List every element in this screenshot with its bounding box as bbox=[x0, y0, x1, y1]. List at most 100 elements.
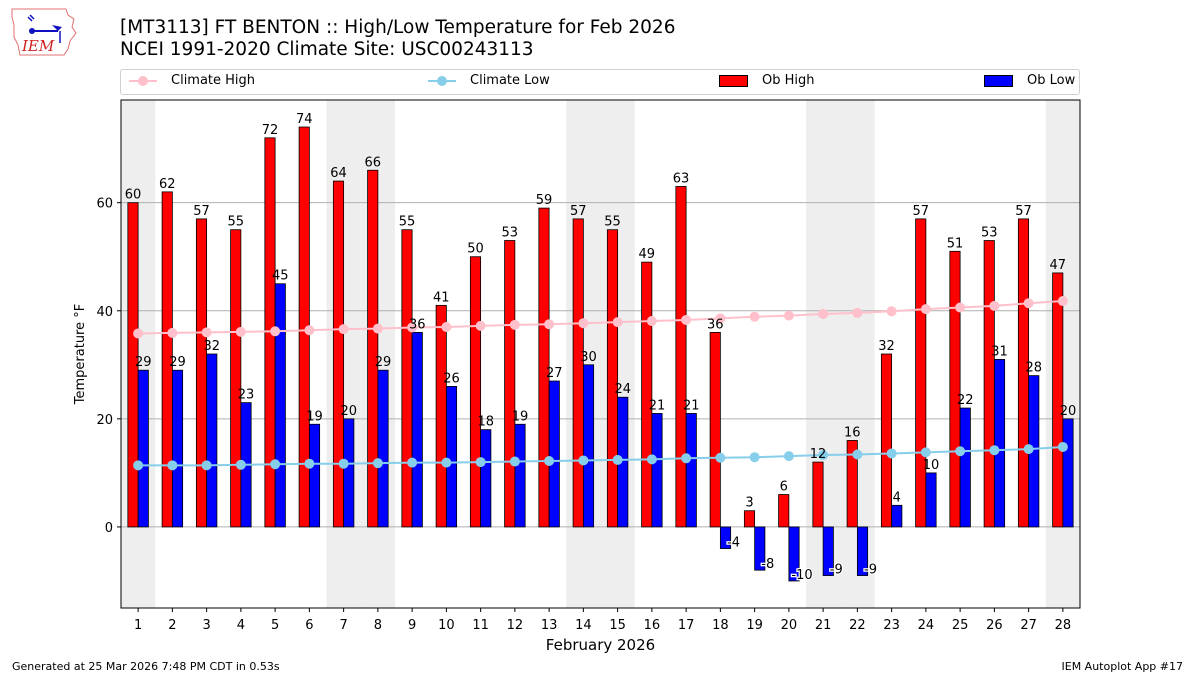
ob-low-label: 4 bbox=[893, 490, 901, 505]
ob-high-label: 55 bbox=[399, 215, 416, 230]
climate-low-point bbox=[338, 458, 349, 469]
ob-high-label: 57 bbox=[570, 204, 587, 219]
ob-low-bar bbox=[137, 369, 149, 528]
x-tick-label: 16 bbox=[644, 618, 661, 633]
ob-high-label: 6 bbox=[780, 480, 788, 495]
climate-high-point bbox=[749, 311, 760, 322]
ob-high-label: 57 bbox=[1015, 204, 1032, 219]
climate-high-point bbox=[818, 309, 829, 320]
climate-low-point bbox=[304, 458, 315, 469]
ob-low-label: 29 bbox=[169, 355, 186, 370]
ob-low-bar bbox=[685, 413, 697, 528]
climate-low-point bbox=[646, 454, 657, 465]
climate-high-point bbox=[646, 316, 657, 327]
climate-low-point bbox=[372, 458, 383, 469]
ob-high-bar bbox=[230, 229, 242, 528]
ob-high-label: 53 bbox=[501, 226, 518, 241]
x-tick-label: 8 bbox=[374, 618, 382, 633]
x-tick-label: 27 bbox=[1020, 618, 1037, 633]
ob-low-bar bbox=[891, 504, 903, 528]
x-tick-label: 28 bbox=[1055, 618, 1072, 633]
ob-low-label: 29 bbox=[375, 355, 392, 370]
ob-high-bar bbox=[743, 510, 756, 528]
ob-high-bar bbox=[1052, 272, 1064, 528]
climate-low-point bbox=[783, 451, 794, 462]
climate-high-point bbox=[989, 300, 1000, 311]
x-tick-label: 5 bbox=[271, 618, 279, 633]
climate-low-line-icon bbox=[428, 75, 456, 86]
ob-low-bar bbox=[445, 386, 458, 528]
ob-low-bar bbox=[206, 353, 218, 528]
y-tick-label: 60 bbox=[96, 197, 113, 212]
ob-high-bar bbox=[367, 169, 379, 528]
ob-low-label: 30 bbox=[580, 350, 597, 365]
ob-high-bar bbox=[469, 256, 482, 528]
climate-high-point bbox=[715, 313, 726, 324]
legend-item-climate-high: Climate High bbox=[129, 73, 255, 88]
ob-high-label: 41 bbox=[433, 290, 450, 305]
ob-high-bar bbox=[846, 440, 858, 528]
ob-low-label: 45 bbox=[272, 269, 289, 284]
ob-high-label: 57 bbox=[912, 204, 929, 219]
climate-high-point bbox=[167, 327, 178, 338]
ob-high-label: 60 bbox=[125, 188, 142, 203]
y-tick-label: 0 bbox=[105, 521, 113, 536]
plot-frame bbox=[120, 99, 1081, 609]
ob-high-label: 64 bbox=[330, 166, 347, 181]
ob-high-label: 50 bbox=[467, 242, 484, 257]
climate-high-point bbox=[133, 328, 144, 339]
climate-low-point bbox=[270, 459, 281, 470]
ob-high-label: 62 bbox=[159, 177, 176, 192]
ob-high-bar bbox=[675, 186, 687, 528]
ob-high-label: 51 bbox=[947, 236, 964, 251]
x-axis-label: February 2026 bbox=[546, 636, 655, 654]
ob-low-bar bbox=[959, 407, 971, 528]
ob-low-label: 31 bbox=[991, 344, 1008, 359]
x-tick-label: 23 bbox=[883, 618, 900, 633]
x-tick-label: 21 bbox=[815, 618, 832, 633]
ob-high-label: 32 bbox=[878, 339, 895, 354]
climate-high-point bbox=[475, 320, 486, 331]
ob-low-label: 20 bbox=[1060, 404, 1077, 419]
ob-low-bar bbox=[480, 429, 492, 528]
ob-low-label: -9 bbox=[864, 563, 877, 578]
climate-high-point bbox=[544, 319, 555, 330]
ob-low-label: 21 bbox=[683, 398, 700, 413]
climate-low-point bbox=[544, 456, 555, 467]
x-tick-label: 20 bbox=[781, 618, 798, 633]
x-tick-label: 7 bbox=[339, 618, 347, 633]
ob-high-bar bbox=[949, 250, 961, 528]
x-tick-label: 13 bbox=[541, 618, 558, 633]
ob-low-bar bbox=[343, 418, 355, 528]
climate-high-point bbox=[783, 310, 794, 321]
climate-low-point bbox=[715, 452, 726, 463]
climate-low-point bbox=[886, 448, 897, 459]
ob-low-label: 29 bbox=[135, 355, 152, 370]
ob-low-bar bbox=[754, 526, 766, 571]
ob-low-bar bbox=[171, 369, 184, 528]
climate-low-point bbox=[681, 453, 692, 464]
ob-low-label: -9 bbox=[830, 563, 843, 578]
climate-high-point bbox=[338, 324, 349, 335]
climate-low-point bbox=[955, 446, 966, 457]
legend-item-ob-low: Ob Low bbox=[984, 73, 1075, 88]
climate-low-point bbox=[1023, 444, 1034, 455]
x-tick-label: 19 bbox=[746, 618, 763, 633]
ob-high-bar bbox=[572, 218, 584, 528]
legend-item-ob-high: Ob High bbox=[719, 73, 815, 88]
climate-low-point bbox=[475, 457, 486, 468]
ob-low-label: 22 bbox=[957, 393, 974, 408]
legend: Climate High Climate Low Ob High Ob Low bbox=[120, 69, 1080, 95]
ob-low-bar bbox=[308, 423, 321, 528]
climate-low-point bbox=[578, 455, 589, 466]
ob-high-bar bbox=[915, 218, 927, 528]
ob-low-bar bbox=[582, 364, 595, 528]
climate-high-line bbox=[138, 300, 1063, 335]
ob-high-bar bbox=[709, 331, 721, 528]
ob-high-bar bbox=[606, 229, 619, 528]
x-tick-label: 24 bbox=[918, 618, 935, 633]
climate-low-point bbox=[818, 450, 829, 461]
x-tick-label: 15 bbox=[609, 618, 626, 633]
climate-high-point bbox=[955, 302, 966, 313]
